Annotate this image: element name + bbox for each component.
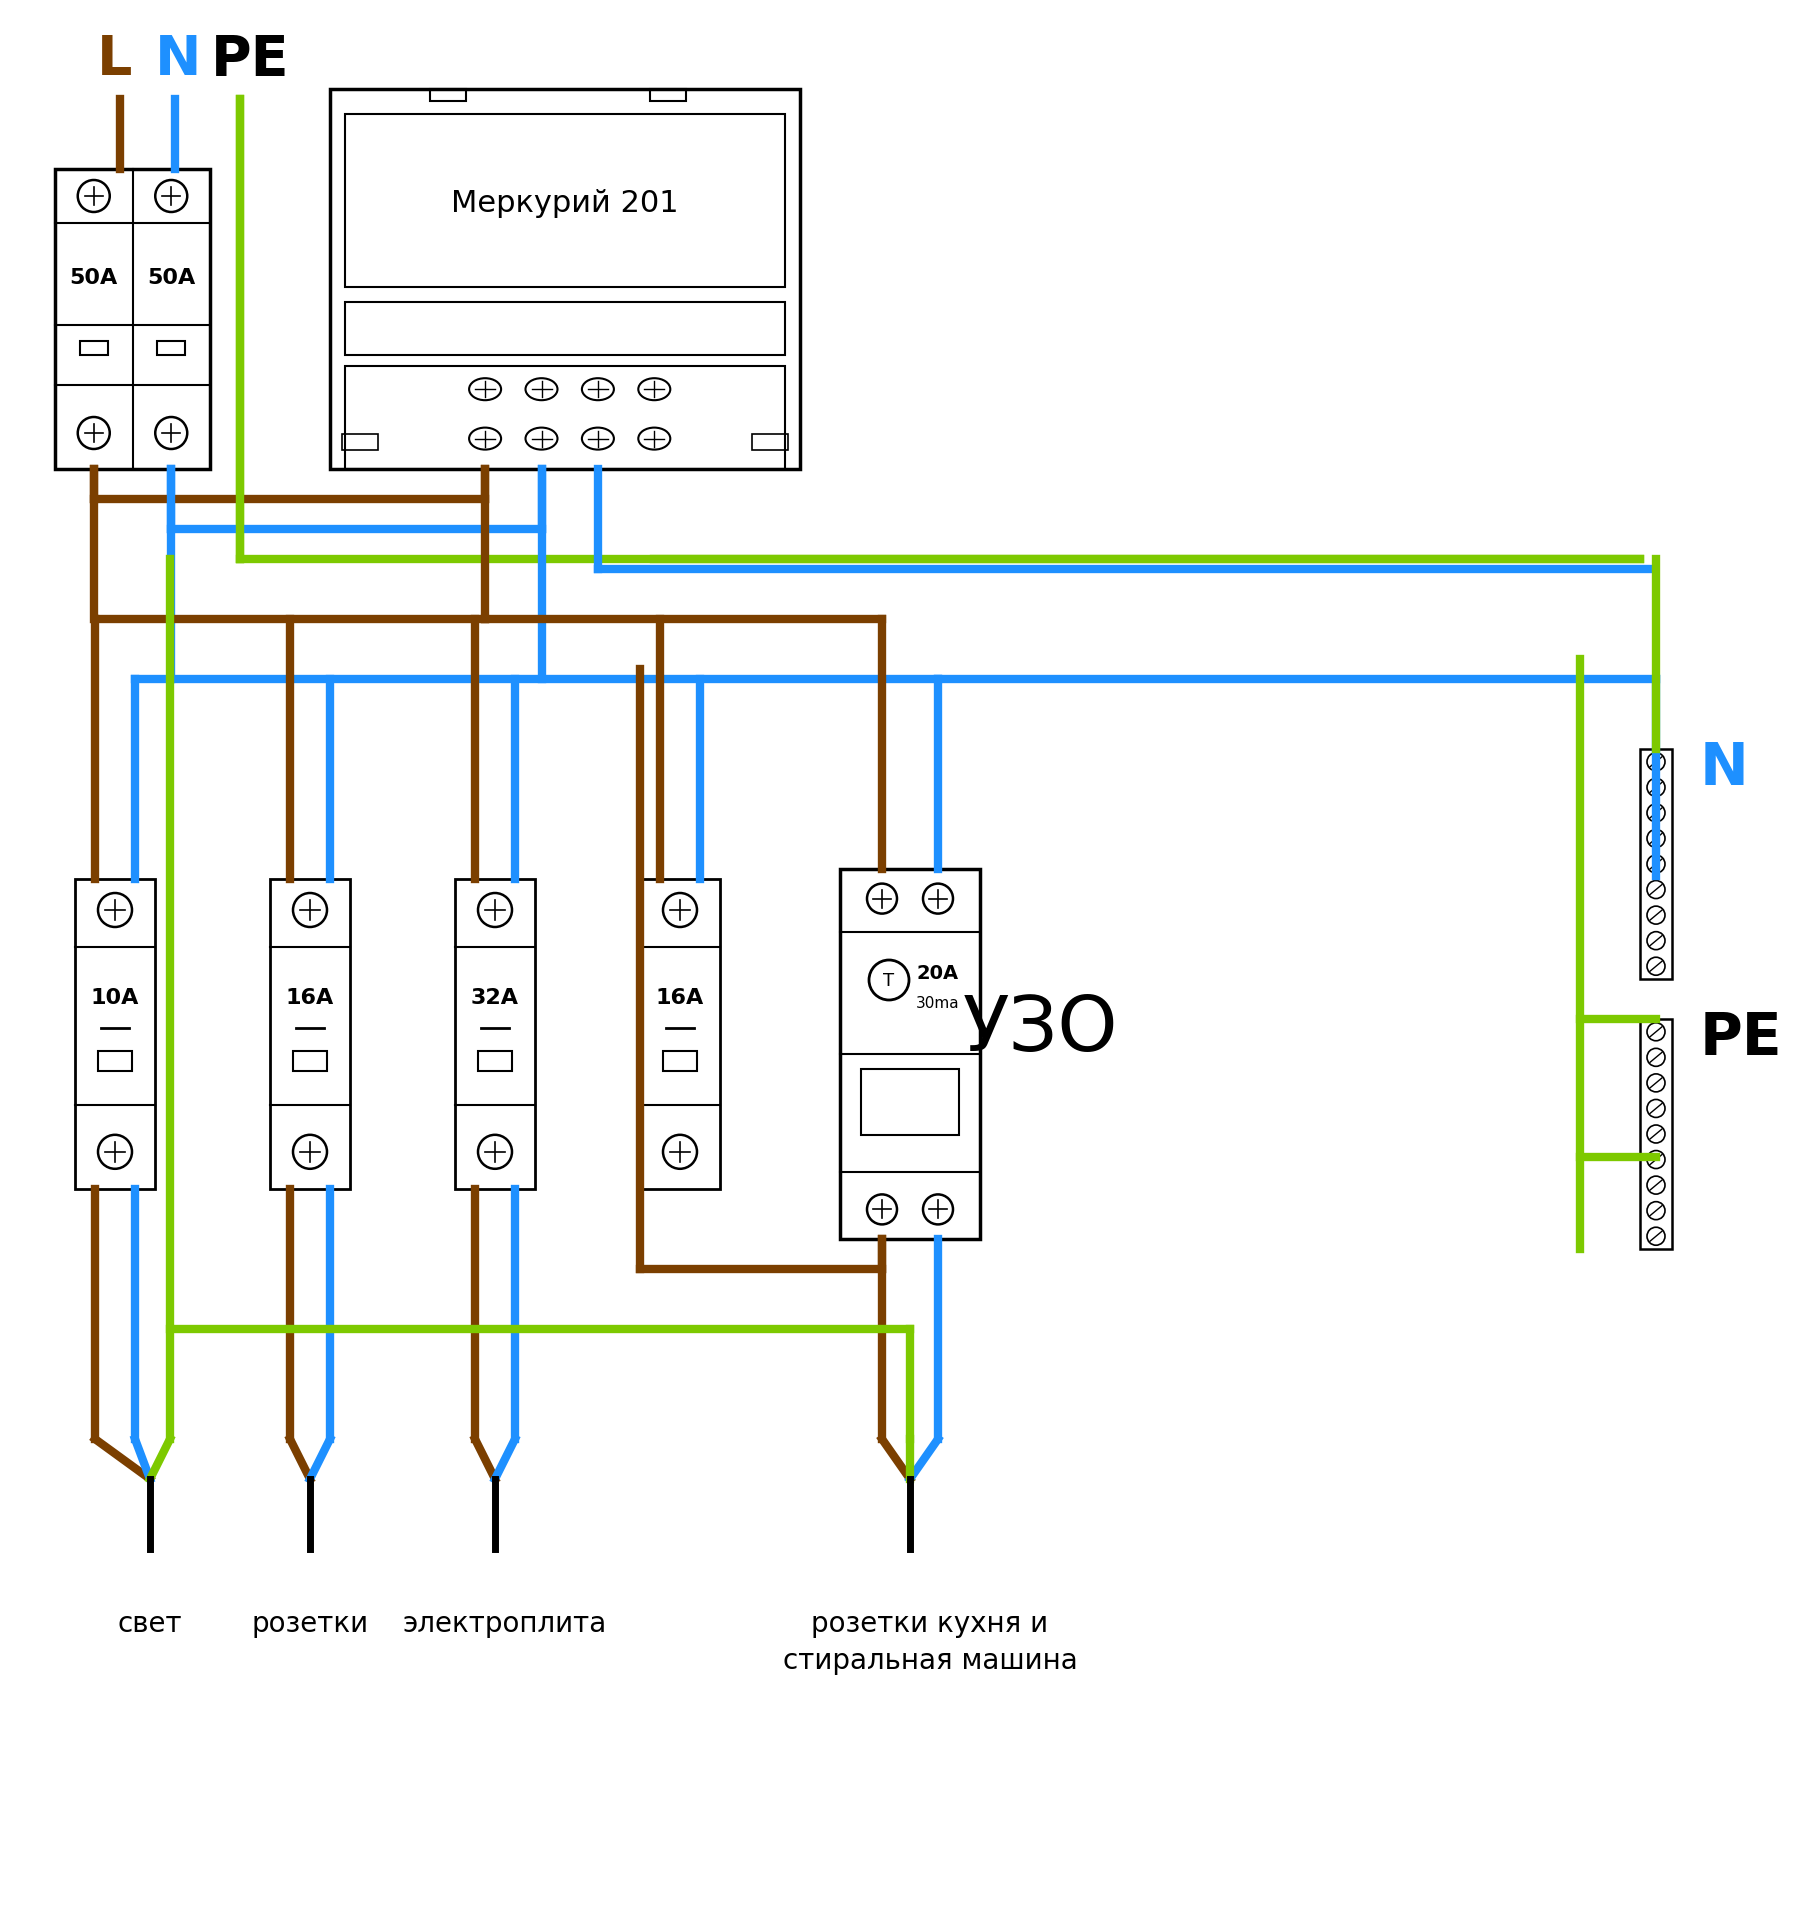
Text: 10A: 10A (91, 988, 139, 1007)
Bar (639, 880, 721, 1189)
Bar (650, 90, 686, 101)
Bar (158, 343, 185, 356)
Text: N: N (1701, 739, 1749, 796)
Text: N: N (154, 33, 201, 86)
Text: 50A: 50A (147, 268, 196, 287)
Bar (860, 1070, 960, 1135)
Text: розетки кухня и
стиральная машина: розетки кухня и стиральная машина (782, 1610, 1078, 1675)
Text: L: L (98, 33, 132, 86)
Bar (840, 869, 980, 1240)
Bar (346, 367, 784, 469)
Bar (342, 434, 378, 452)
Text: PE: PE (1701, 1009, 1782, 1066)
Bar (74, 880, 156, 1189)
Bar (663, 1051, 697, 1072)
Text: 30ma: 30ma (916, 995, 960, 1011)
Text: 32A: 32A (471, 988, 520, 1007)
Bar (98, 1051, 132, 1072)
Text: 20A: 20A (916, 963, 960, 982)
Text: свет: свет (118, 1610, 183, 1636)
Bar (293, 1051, 328, 1072)
Bar (752, 434, 788, 452)
Bar (270, 880, 350, 1189)
Bar (346, 115, 784, 287)
Text: 16A: 16A (656, 988, 704, 1007)
Bar (1641, 750, 1672, 980)
Text: УЗО: УЗО (962, 993, 1117, 1066)
Bar (54, 170, 210, 469)
Text: Меркурий 201: Меркурий 201 (451, 189, 679, 218)
Bar (80, 343, 107, 356)
Bar (346, 302, 784, 356)
Text: электроплита: электроплита (402, 1610, 607, 1636)
Text: 50A: 50A (69, 268, 118, 287)
Bar (455, 880, 534, 1189)
Bar (1641, 1020, 1672, 1250)
Text: PE: PE (210, 33, 290, 86)
Bar (478, 1051, 513, 1072)
Text: 16A: 16A (286, 988, 333, 1007)
Text: T: T (884, 972, 895, 990)
Bar (330, 90, 800, 469)
Bar (429, 90, 465, 101)
Text: розетки: розетки (252, 1610, 369, 1636)
